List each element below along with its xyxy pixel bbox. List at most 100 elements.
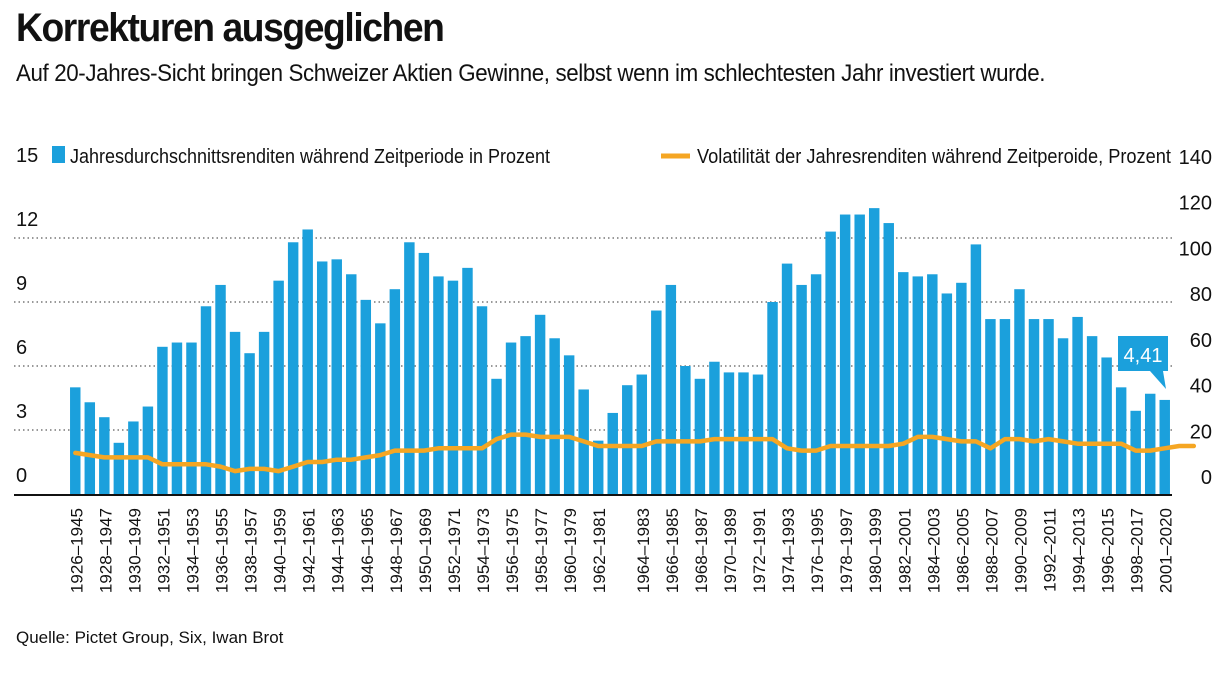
bar xyxy=(636,374,648,494)
bar xyxy=(563,355,575,494)
bar xyxy=(215,284,226,494)
axes: 0 3 6 9 12 15 0 20 40 60 80 100 120 140 1926–1945 1928–… xyxy=(14,145,1212,593)
bar xyxy=(825,231,836,494)
bar xyxy=(433,276,444,494)
x-tick-label: 1926–1945 xyxy=(67,508,86,593)
y-right-tick: 20 xyxy=(1190,421,1212,443)
bar xyxy=(941,293,953,494)
y-left-tick: 6 xyxy=(16,337,27,359)
bar xyxy=(767,302,778,494)
bar xyxy=(520,336,531,494)
x-tick-label: 1994–2013 xyxy=(1070,508,1089,593)
bar xyxy=(898,272,909,494)
x-tick-label: 1942–1961 xyxy=(300,508,319,593)
x-tick-label: 1978–1997 xyxy=(837,508,856,593)
y-right-tick: 0 xyxy=(1201,467,1212,489)
x-tick-label: 1934–1953 xyxy=(183,508,202,593)
x-tick-label: 1962–1981 xyxy=(590,508,609,593)
chart-title: Korrekturen ausgeglichen xyxy=(16,6,445,50)
y-left-tick: 0 xyxy=(16,465,27,487)
x-tick-label: 1958–1977 xyxy=(532,508,551,593)
bar xyxy=(491,378,502,494)
x-tick-label: 1964–1983 xyxy=(634,508,653,593)
bar xyxy=(331,259,342,494)
y-right-tick: 80 xyxy=(1190,284,1212,306)
x-tick-label: 1990–2009 xyxy=(1011,508,1030,593)
bar xyxy=(476,306,488,494)
x-tick-label: 1968–1987 xyxy=(692,508,711,593)
bar xyxy=(796,284,807,494)
bar xyxy=(854,214,865,495)
bar-series xyxy=(70,208,1170,495)
bar xyxy=(186,342,197,494)
last-value-callout: 4,41 xyxy=(1118,336,1168,389)
bar xyxy=(389,289,401,494)
x-tick-label: 1988–2007 xyxy=(982,508,1001,593)
bar xyxy=(273,280,284,494)
bar xyxy=(709,361,720,494)
bar xyxy=(316,261,328,494)
x-tick-label: 1944–1963 xyxy=(329,508,348,593)
bar xyxy=(738,372,749,494)
bar xyxy=(84,402,96,494)
bar xyxy=(200,306,212,494)
bar xyxy=(244,353,255,494)
x-tick-label: 1938–1957 xyxy=(242,508,261,593)
y-right-tick: 60 xyxy=(1190,330,1212,352)
y-left-tick: 12 xyxy=(16,209,38,231)
chart-subtitle: Auf 20-Jahres-Sicht bringen Schweizer Ak… xyxy=(16,60,1046,87)
x-tick-label: 1932–1951 xyxy=(154,508,173,593)
bar xyxy=(723,372,735,494)
bar xyxy=(839,214,851,495)
x-tick-label: 1992–2011 xyxy=(1041,508,1060,592)
bar xyxy=(1086,336,1098,494)
y-right-tick: 100 xyxy=(1179,238,1212,260)
bar xyxy=(1028,319,1040,494)
x-tick-label: 1974–1993 xyxy=(779,508,798,593)
x-tick-label: 1998–2017 xyxy=(1128,508,1147,593)
bar xyxy=(622,385,633,494)
x-tick-label: 1930–1949 xyxy=(125,508,144,593)
bar xyxy=(462,267,473,494)
x-tick-label: 1980–1999 xyxy=(866,508,885,593)
bar xyxy=(1043,319,1054,494)
bar xyxy=(375,323,386,494)
x-tick-label: 1982–2001 xyxy=(895,508,914,593)
bar xyxy=(868,208,880,494)
bar xyxy=(810,274,822,494)
bar xyxy=(1014,289,1025,494)
bar xyxy=(970,244,982,494)
bar xyxy=(418,252,430,494)
bar xyxy=(142,406,154,494)
bar xyxy=(607,412,618,494)
bar xyxy=(505,342,517,494)
x-tick-label: 1986–2005 xyxy=(953,508,972,593)
x-tick-label: 1952–1971 xyxy=(445,508,464,593)
bar xyxy=(1072,316,1083,494)
bar xyxy=(665,284,677,494)
bar xyxy=(680,366,691,494)
volatility-series xyxy=(73,432,1197,474)
x-tick-label: 2001–2020 xyxy=(1157,508,1176,593)
bar xyxy=(912,276,924,494)
y-left-tick: 9 xyxy=(16,273,27,295)
x-tick-label: 1940–1959 xyxy=(271,508,290,593)
x-tick-label: 1960–1979 xyxy=(561,508,580,593)
x-tick-label: 1956–1975 xyxy=(503,508,522,593)
x-tick-label: 1970–1989 xyxy=(721,508,740,593)
bar xyxy=(113,442,125,494)
y-right-tick: 40 xyxy=(1190,376,1212,398)
x-tick-label: 1946–1965 xyxy=(358,508,377,593)
bar xyxy=(1101,357,1112,494)
legend-line-label: Volatilität der Jahresrenditen während Z… xyxy=(697,146,1171,168)
bar xyxy=(360,299,372,494)
volatility-line xyxy=(73,432,1197,474)
bar xyxy=(447,280,459,494)
bar xyxy=(694,378,706,494)
x-tick-label: 1976–1995 xyxy=(808,508,827,593)
bar xyxy=(781,263,793,494)
bar xyxy=(171,342,183,494)
x-tick-label: 1954–1973 xyxy=(474,508,493,593)
bar xyxy=(70,387,81,494)
